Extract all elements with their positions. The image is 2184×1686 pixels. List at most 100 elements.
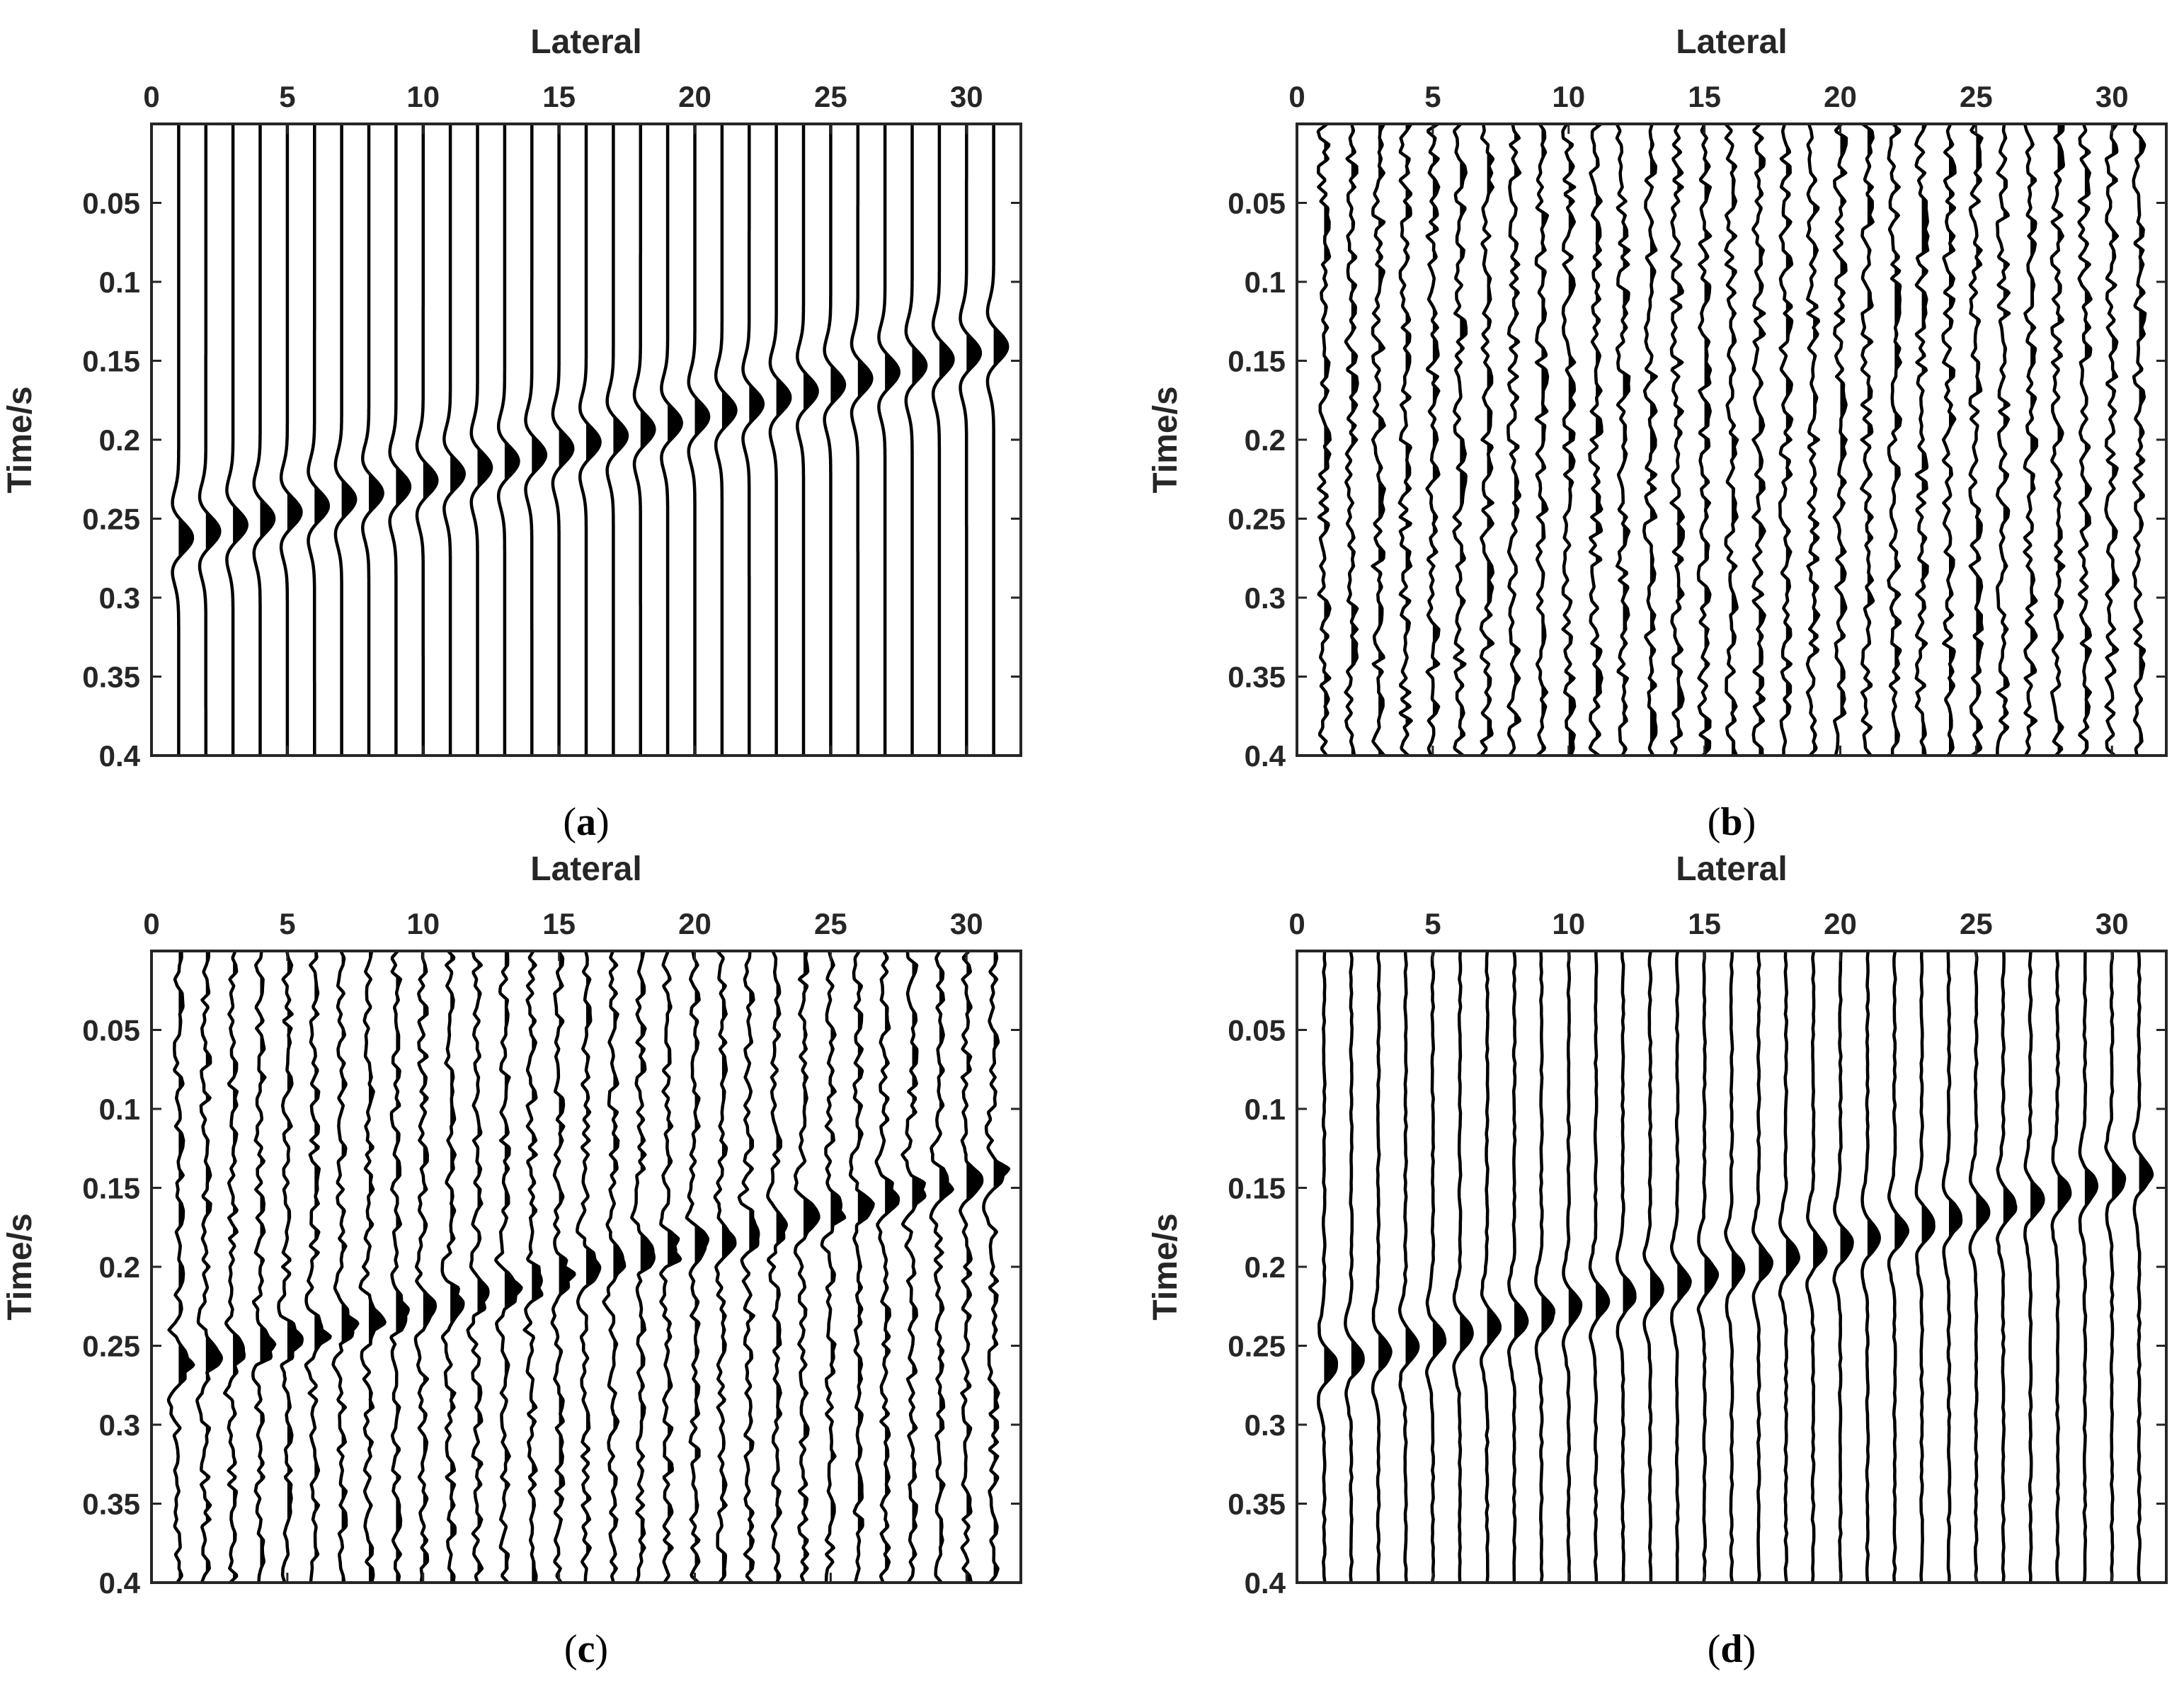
y-tick-label: 0.1 <box>1245 266 1286 299</box>
x-tick-label: 15 <box>542 907 576 940</box>
x-tick-label: 25 <box>1960 907 1993 940</box>
trace-3-fill <box>233 506 247 546</box>
trace-5 <box>279 124 303 756</box>
trace-12-fill <box>477 962 488 1583</box>
trace-22-fill <box>1894 951 1908 1573</box>
trace-12 <box>1615 124 1631 756</box>
trace-31 <box>985 124 1010 756</box>
y-tick-label: 0.05 <box>82 1014 140 1047</box>
x-tick-label: 15 <box>1688 907 1721 940</box>
y-tick-label: 0.1 <box>1245 1093 1286 1126</box>
trace-19 <box>1805 951 1828 1583</box>
x-tick-label: 20 <box>678 907 711 940</box>
y-tick-label: 0.35 <box>82 1488 140 1521</box>
trace-21 <box>713 951 737 1583</box>
trace-8 <box>1506 124 1522 756</box>
x-tick-label: 5 <box>279 80 295 113</box>
trace-15 <box>550 951 576 1583</box>
trace-6 <box>1452 951 1474 1583</box>
x-axis-title: Lateral <box>1676 850 1787 888</box>
trace-18 <box>632 124 656 756</box>
trace-6-fill <box>1460 951 1473 1566</box>
trace-20 <box>1832 951 1854 1583</box>
trace-31-fill <box>993 327 1008 368</box>
trace-layer <box>166 951 1011 1583</box>
trace-29-fill <box>939 340 954 380</box>
x-tick-label: 25 <box>1960 80 1993 113</box>
trace-layer <box>1317 951 2154 1583</box>
panel-b: 0 5 10 15 20 25 30 0.05 0.1 0.15 0.2 0.25 0.3 0.35 0.4… <box>1147 23 2168 844</box>
trace-2 <box>1344 951 1365 1583</box>
y-tick-label: 0.3 <box>99 581 140 615</box>
trace-3 <box>1371 951 1393 1583</box>
trace-16-fill <box>1732 951 1744 1583</box>
trace-16 <box>576 951 602 1583</box>
trace-15-fill <box>559 428 573 470</box>
trace-27 <box>877 124 901 756</box>
trace-31 <box>2132 951 2154 1583</box>
trace-16 <box>578 124 602 756</box>
trace-13 <box>1642 951 1664 1583</box>
x-axis-title: Lateral <box>530 850 641 888</box>
trace-7 <box>333 124 358 756</box>
trace-29 <box>2077 124 2093 756</box>
trace-5-fill <box>287 954 302 1558</box>
trace-15 <box>551 124 575 756</box>
x-tick-label: 10 <box>1552 80 1585 113</box>
y-tick-label: 0.15 <box>82 1172 140 1205</box>
x-tick-label: 20 <box>678 80 711 113</box>
trace-2 <box>195 951 224 1583</box>
trace-9 <box>1534 124 1550 756</box>
trace-2-fill <box>205 512 220 552</box>
trace-20-fill <box>694 397 709 438</box>
trace-1 <box>171 124 195 756</box>
y-tick-label: 0.25 <box>1228 1330 1286 1363</box>
trace-25-fill <box>830 959 845 1566</box>
trace-30-fill <box>2112 124 2118 756</box>
trace-22 <box>1887 124 1902 756</box>
trace-2 <box>198 124 222 756</box>
trace-28 <box>2050 951 2072 1583</box>
panel-a: 0 5 10 15 20 25 30 0.05 0.1 0.15 0.2 0.25 0.3 0.35 0.4… <box>1 23 1022 844</box>
trace-27 <box>2023 951 2045 1583</box>
x-axis-title: Lateral <box>530 23 641 61</box>
y-tick-label: 0.2 <box>99 423 140 457</box>
trace-7 <box>331 951 360 1583</box>
trace-21 <box>714 124 738 756</box>
y-axis-title: Time/s <box>1 386 39 493</box>
trace-4 <box>251 951 277 1583</box>
caption-close: ) <box>1743 800 1756 844</box>
trace-4 <box>1397 951 1420 1583</box>
trace-7-fill <box>341 954 358 1583</box>
trace-3 <box>1371 124 1386 756</box>
x-axis-title: Lateral <box>1676 23 1787 61</box>
trace-26 <box>850 124 874 756</box>
trace-4-fill <box>1405 124 1412 756</box>
y-tick-label: 0.05 <box>1228 1014 1286 1047</box>
trace-25-fill <box>1976 954 1989 1583</box>
trace-31-fill <box>2139 957 2152 1583</box>
y-tick-label: 0.35 <box>82 661 140 694</box>
trace-19-fill <box>1813 951 1826 1547</box>
y-tick-label: 0.25 <box>82 503 140 536</box>
caption-open: ( <box>1708 1627 1721 1671</box>
trace-10 <box>1561 951 1583 1583</box>
trace-6 <box>307 124 331 756</box>
caption-close: ) <box>595 1627 608 1671</box>
trace-21-fill <box>1867 951 1880 1583</box>
x-tick-label: 15 <box>542 80 576 113</box>
trace-19 <box>660 124 683 756</box>
trace-4 <box>252 124 276 756</box>
trace-17 <box>602 951 627 1583</box>
trace-5 <box>1425 124 1441 756</box>
trace-8-fill <box>369 474 383 514</box>
trace-10 <box>413 951 438 1583</box>
trace-4-fill <box>1405 957 1419 1583</box>
trace-18-fill <box>1785 144 1793 717</box>
panel-caption: (d) <box>1708 1627 1756 1671</box>
trace-1 <box>1317 951 1339 1583</box>
trace-5 <box>1424 951 1447 1583</box>
y-tick-label: 0.1 <box>99 1093 140 1126</box>
y-tick-label: 0.1 <box>99 266 140 299</box>
trace-28 <box>901 951 927 1583</box>
